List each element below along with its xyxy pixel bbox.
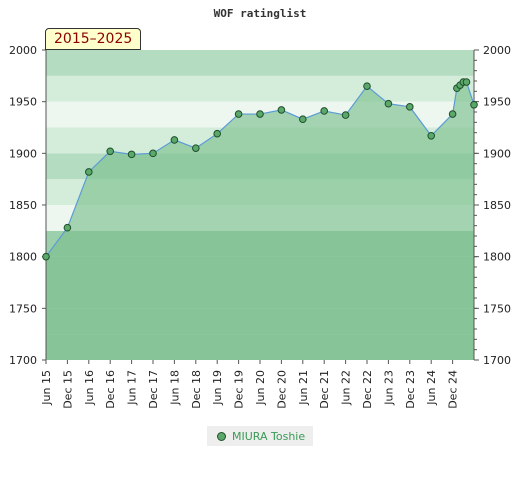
x-tick-label: Jun 24 [425, 370, 438, 406]
y-tick-label-right: 1900 [483, 147, 511, 160]
x-tick-label: Dec 21 [318, 370, 331, 409]
x-tick-label: Dec 19 [233, 370, 246, 409]
legend[interactable]: MIURA Toshie [207, 426, 314, 446]
x-tick-label: Jun 19 [211, 370, 224, 406]
x-tick-label: Jun 15 [40, 370, 53, 406]
data-point [63, 223, 72, 232]
x-tick-label: Jun 23 [382, 370, 395, 406]
data-point [299, 115, 307, 124]
legend-label: MIURA Toshie [232, 429, 306, 443]
data-point [85, 168, 93, 176]
y-tick-label-left: 1900 [9, 147, 37, 160]
series-area [46, 82, 474, 361]
data-point [106, 147, 114, 156]
axis-layer: 1700 1700 1750 1750 1800 1800 1850 1850 1900 1900… [9, 44, 511, 409]
y-tick-label-right: 1800 [483, 251, 511, 264]
data-point [213, 129, 221, 138]
x-tick-label: Jun 16 [83, 370, 96, 406]
x-tick-label: Jun 21 [297, 370, 310, 406]
x-tick-label: Jun 18 [168, 370, 181, 406]
y-tick-label-left: 1800 [9, 251, 37, 264]
data-point [234, 110, 243, 118]
data-point [149, 149, 157, 158]
data-point [448, 110, 457, 118]
y-tick-label-right: 1950 [483, 96, 511, 109]
data-point [256, 110, 264, 118]
y-tick-label-right: 1850 [483, 199, 511, 212]
y-tick-label-right: 1750 [483, 302, 511, 315]
x-tick-label: Dec 24 [447, 370, 460, 409]
band-1950 [46, 75, 474, 102]
y-tick-label-left: 1700 [9, 354, 37, 367]
x-tick-label: Dec 17 [147, 370, 160, 409]
data-point [277, 106, 286, 114]
data-point [127, 150, 136, 159]
chart-title: WOF ratinglist [214, 7, 307, 20]
data-point [363, 82, 371, 90]
x-tick-label: Dec 15 [61, 370, 74, 409]
period-badge: 2015–2025 [45, 28, 142, 50]
data-point [320, 107, 329, 115]
y-tick-label-left: 2000 [9, 44, 37, 57]
data-point [462, 78, 471, 86]
data-point [427, 131, 436, 140]
x-tick-label: Dec 20 [275, 370, 288, 409]
x-tick-label: Dec 22 [361, 370, 374, 409]
y-tick-label-right: 2000 [483, 44, 511, 57]
data-point [170, 136, 179, 144]
marker-layer [42, 78, 478, 261]
band-1975 [46, 50, 474, 76]
y-tick-label-left: 1850 [9, 199, 37, 212]
y-tick-label-left: 1750 [9, 302, 37, 315]
x-tick-label: Jun 22 [340, 370, 353, 406]
x-tick-label: Dec 18 [190, 370, 203, 409]
x-tick-label: Dec 23 [404, 370, 417, 409]
x-tick-label: Jun 17 [126, 370, 139, 406]
data-point [470, 100, 478, 109]
x-tick-label: Dec 16 [104, 370, 117, 409]
data-point [42, 252, 50, 261]
data-point [384, 99, 393, 108]
y-tick-label-left: 1950 [9, 96, 37, 109]
data-point [341, 111, 350, 119]
data-point [406, 103, 414, 111]
legend-marker-icon [217, 431, 226, 441]
data-point [192, 144, 200, 152]
y-tick-label-right: 1700 [483, 354, 511, 367]
x-tick-label: Jun 20 [254, 370, 267, 406]
